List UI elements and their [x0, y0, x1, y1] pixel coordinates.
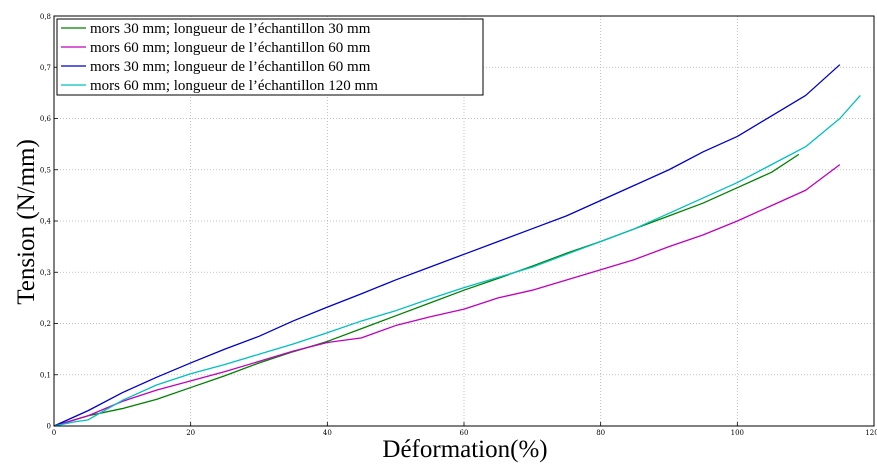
legend-label-1: mors 30 mm; longueur de l’échantillon 30…: [90, 21, 371, 37]
y-axis-label: Tension (N/mm): [13, 139, 40, 305]
legend-label-4: mors 60 mm; longueur de l’échantillon 12…: [90, 78, 378, 94]
y-tick-label: 0,8: [40, 13, 51, 21]
legend-label-3: mors 30 mm; longueur de l’échantillon 60…: [90, 59, 371, 75]
x-tick-label: 20: [186, 429, 195, 437]
legend-box: [56, 18, 484, 96]
series-line-2: [53, 164, 841, 427]
x-tick-label: 80: [596, 429, 605, 437]
y-tick-label: 0,3: [40, 269, 51, 277]
y-tick-label: 0,4: [40, 218, 52, 226]
series-line-4: [53, 95, 861, 427]
plot-frame: [53, 15, 875, 427]
y-tick-label: 0,5: [40, 166, 51, 174]
legend-label-2: mors 60 mm; longueur de l’échantillon 60…: [90, 40, 371, 56]
y-tick-label: 0,7: [40, 64, 51, 72]
x-tick-label: 60: [460, 429, 469, 437]
x-axis-label: Déformation(%): [382, 436, 547, 463]
legend: mors 30 mm; longueur de l’échantillon 30…: [56, 18, 484, 96]
x-tick-label: 40: [323, 429, 332, 437]
x-tick-label: 100: [731, 429, 744, 437]
tick-labels: 0 20 40 60 80 100 120 0 0,1 0,2 0,3 0,4 0,5 0,6 0,7 0,8: [40, 13, 877, 437]
series-line-3: [53, 64, 841, 427]
y-tick-label: 0,2: [40, 320, 51, 328]
x-tick-label: 0: [52, 429, 56, 437]
y-tick-label: 0,6: [40, 115, 52, 123]
x-tick-label: 120: [865, 429, 877, 437]
y-tick-label: 0: [47, 423, 51, 431]
series-line-1: [53, 153, 800, 427]
series-lines: [53, 64, 861, 427]
y-tick-label: 0,1: [40, 371, 51, 379]
